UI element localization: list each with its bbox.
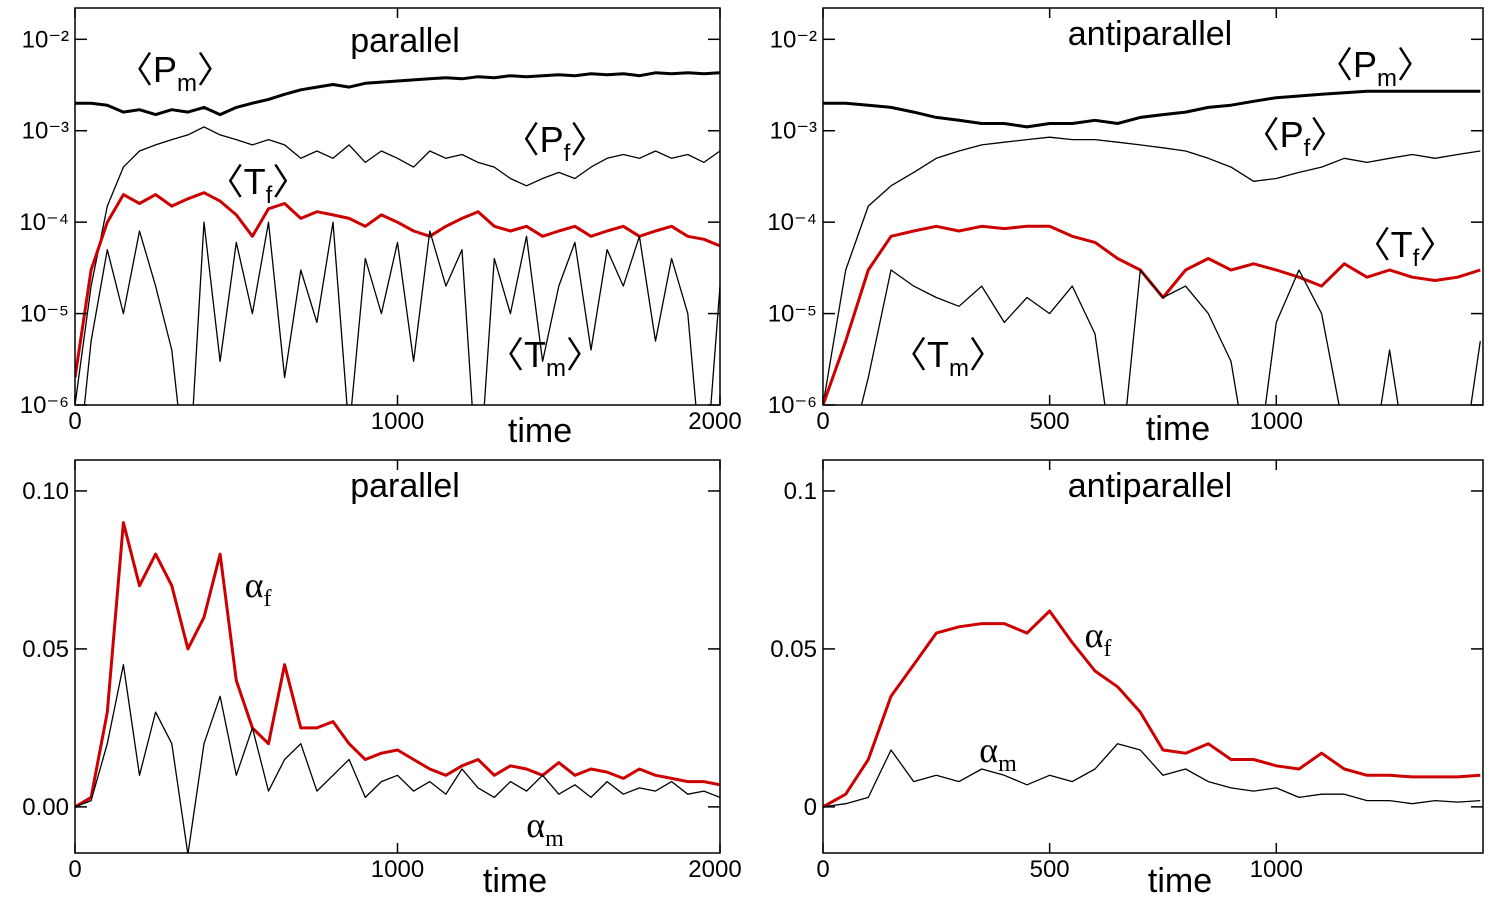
x-tick-label: 2000 [688,408,741,435]
y-tick-label: 10⁻³ [22,118,69,145]
series-annotation: αf [1085,615,1112,662]
annotation-main: 〈T [1355,224,1413,265]
annotation-main: 〈P [1244,114,1304,155]
annotation-main: α [526,805,545,845]
x-tick-label: 0 [816,408,829,435]
annotation-close: 〉 [570,119,606,160]
annotation-sub: m [1377,65,1397,92]
series-annotation: 〈Pm〉 [1317,44,1433,92]
series-line [75,191,720,378]
annotation-main: 〈P [117,49,177,90]
annotation-close: 〉 [197,49,233,90]
y-tick-label: 0 [804,794,817,821]
annotation-sub: m [545,826,564,852]
x-tick-label: 1000 [371,408,424,435]
x-tick-label: 0 [68,856,81,883]
annotation-sub: m [949,355,969,382]
y-tick-label: 0.05 [22,636,69,663]
series-line [75,521,720,809]
y-tick-label: 10⁻⁴ [19,209,69,236]
annotation-sub: m [177,70,197,97]
x-tick-label: 500 [1030,408,1070,435]
x-axis-label: time [508,412,572,450]
x-tick-label: 1000 [1250,408,1303,435]
x-tick-label: 1000 [1250,856,1303,883]
y-tick-label: 0.05 [770,636,817,663]
series-line [823,89,1481,129]
series-annotation: 〈Tf〉 [1355,224,1456,272]
annotation-sub: f [266,182,273,209]
annotation-sub: m [998,751,1017,777]
annotation-close: 〉 [1419,224,1455,265]
annotation-main: α [245,565,264,605]
y-tick-label: 10⁻⁶ [768,392,817,419]
series-annotation: 〈Pf〉 [504,119,607,167]
x-tick-label: 500 [1030,856,1070,883]
y-tick-label: 10⁻³ [770,118,817,145]
panel-title: antiparallel [1068,15,1232,53]
series-annotation: αm [979,730,1017,777]
panel-title: parallel [350,467,460,505]
series-line [75,71,720,117]
series-annotation: 〈Pf〉 [1244,114,1347,162]
annotation-close: 〉 [566,334,602,375]
series-line [860,269,1481,405]
y-tick-label: 10⁻⁴ [767,209,817,236]
annotation-main: α [979,730,998,770]
annotation-main: 〈P [1317,44,1377,85]
annotation-main: 〈T [891,334,949,375]
x-axis-label: time [1146,410,1210,448]
panel-title: parallel [350,22,460,60]
y-tick-label: 10⁻⁵ [768,301,817,328]
y-tick-label: 10⁻² [770,26,817,53]
annotation-main: α [1085,615,1104,655]
annotation-sub: f [564,140,571,167]
annotation-sub: f [1413,245,1420,272]
x-axis-label: time [1148,862,1212,900]
annotation-sub: f [263,586,271,612]
x-tick-label: 2000 [688,856,741,883]
annotation-main: 〈T [488,334,546,375]
x-tick-label: 1000 [371,856,424,883]
annotation-close: 〉 [969,334,1005,375]
panel-title: antiparallel [1068,467,1232,505]
series-annotation: 〈Tm〉 [488,334,602,382]
series-annotation: αm [526,805,564,852]
annotation-main: 〈T [208,161,266,202]
series-annotation: 〈Pm〉 [117,49,233,97]
series-annotation: 〈Tm〉 [891,334,1005,382]
annotation-main: 〈P [504,119,564,160]
series-annotation: 〈Tf〉 [208,161,309,209]
series-line [75,126,720,405]
plot-frame [822,459,1484,854]
series-line [823,609,1481,809]
annotation-sub: f [1103,636,1111,662]
series-line [823,136,1481,405]
series-line [75,664,720,853]
x-axis-label: time [483,862,547,900]
y-tick-label: 10⁻⁵ [20,301,69,328]
y-tick-label: 10⁻² [22,26,69,53]
series-line [823,743,1481,808]
y-tick-label: 0.10 [22,478,69,505]
series-line [83,221,720,405]
annotation-sub: m [546,355,566,382]
series-annotation: αf [245,565,272,612]
y-tick-label: 0.1 [784,478,817,505]
y-tick-label: 0.00 [22,794,69,821]
annotation-close: 〉 [272,161,308,202]
annotation-close: 〉 [1310,114,1346,155]
x-tick-label: 0 [816,856,829,883]
annotation-sub: f [1304,135,1311,162]
annotation-close: 〉 [1397,44,1433,85]
y-tick-label: 10⁻⁶ [20,392,69,419]
plot-frame [822,7,1484,406]
x-tick-label: 0 [68,408,81,435]
